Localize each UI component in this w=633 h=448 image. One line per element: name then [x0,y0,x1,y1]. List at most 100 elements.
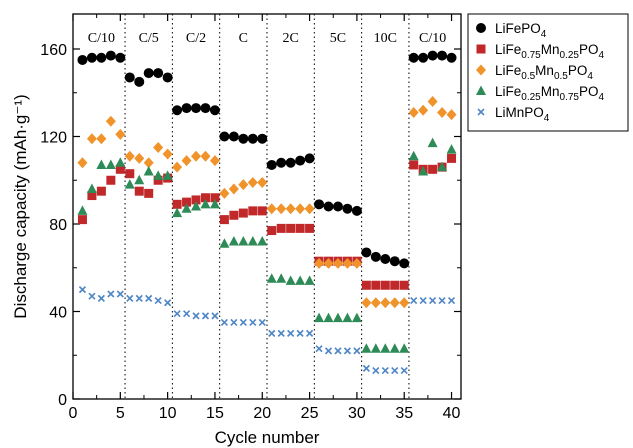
data-point [361,343,372,353]
series-5 [78,286,456,375]
data-point [296,329,304,337]
legend-label: LiFe0.5Mn0.5PO4 [495,63,593,82]
data-point [371,280,381,290]
data-point [287,329,295,337]
data-point [105,159,116,169]
data-point [351,312,362,323]
y-tick-label: 120 [40,130,67,147]
data-point [247,176,258,188]
data-point [107,290,115,298]
data-point [247,236,258,246]
data-point [96,133,107,145]
y-tick-label: 40 [49,305,67,322]
data-point [418,104,429,116]
data-point [115,128,126,140]
data-point [410,296,418,305]
rate-dividers [124,14,410,399]
data-point [124,179,135,189]
data-point [351,257,362,269]
data-point [78,286,87,294]
data-point [408,106,419,118]
data-point [266,273,277,283]
data-point [229,210,239,220]
data-point [97,294,105,302]
data-point [144,188,154,198]
data-point [191,201,202,211]
data-point [418,52,429,63]
data-point [115,52,126,63]
data-point [77,215,87,225]
data-point [276,223,286,233]
legend-marker [477,108,485,116]
data-point [343,347,352,355]
data-point [447,153,457,163]
data-point [87,191,97,201]
data-point [304,203,315,215]
data-point [201,312,210,320]
data-point [266,159,277,170]
data-point [342,257,353,269]
data-point [191,195,201,205]
x-tick-label: 35 [395,405,413,422]
data-point [332,312,343,323]
data-point [172,105,183,116]
data-point [209,155,220,167]
data-point [370,251,381,262]
data-point [266,203,277,215]
data-point [427,137,438,148]
data-point [334,347,342,355]
data-point [77,157,88,169]
x-tick-label: 5 [116,405,125,422]
legend: LiFePO4 LiFe0.75Mn0.25PO4 LiFe0.5Mn0.5PO4 L… [467,13,629,132]
data-point [446,144,457,154]
data-point [370,297,381,309]
data-point [268,329,276,337]
data-point [143,166,154,176]
data-point [276,273,287,283]
data-point [96,186,106,196]
x-tick-label: 40 [443,405,461,422]
data-point [400,366,408,375]
data-point [353,347,361,355]
data-point [124,150,135,162]
x-tick-label: 0 [69,405,78,422]
data-point [389,256,400,267]
data-point [106,175,116,185]
data-point [447,296,456,305]
rate-label-6: 5C [330,31,346,46]
data-point [372,366,380,375]
data-point [380,297,391,309]
data-point [446,52,457,63]
data-point [247,133,258,144]
data-point [116,290,124,298]
data-point [172,207,183,218]
data-point [285,275,296,285]
data-point [342,203,353,214]
data-point [427,50,438,61]
data-point [399,280,409,290]
y-tick-label: 80 [49,217,67,234]
data-point [437,106,448,118]
data-point [143,157,154,169]
data-point [162,170,173,180]
legend-box [467,13,629,132]
data-point [172,161,183,173]
data-point [324,347,333,355]
data-point [285,157,296,168]
data-point [446,109,457,121]
data-point [200,103,211,114]
data-point [135,294,143,302]
legend-label: LiFePO4 [495,21,547,40]
data-point [295,203,306,215]
data-point [153,170,164,180]
x-tick-label: 20 [253,405,271,422]
data-point [362,364,370,372]
data-point [105,115,116,127]
y-axis-title: Discharge capacity (mAh·g⁻¹) [11,94,30,318]
legend-label: LiFe0.25Mn0.75PO4 [495,84,604,103]
data-point [211,312,219,320]
data-point [238,179,249,191]
data-point [191,150,202,162]
data-point [295,275,306,285]
data-point [419,296,427,305]
